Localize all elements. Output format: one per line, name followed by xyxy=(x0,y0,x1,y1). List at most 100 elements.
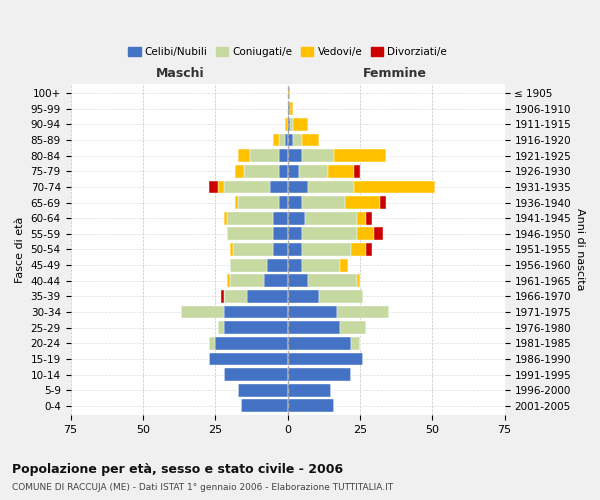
Text: COMUNE DI RACCUJA (ME) - Dati ISTAT 1° gennaio 2006 - Elaborazione TUTTITALIA.IT: COMUNE DI RACCUJA (ME) - Dati ISTAT 1° g… xyxy=(12,482,393,492)
Bar xyxy=(287,352,363,366)
Text: Popolazione per età, sesso e stato civile - 2006: Popolazione per età, sesso e stato civil… xyxy=(12,462,343,475)
Bar xyxy=(230,243,233,256)
Bar xyxy=(287,102,290,115)
Bar xyxy=(302,258,340,272)
Bar xyxy=(224,368,287,381)
Bar xyxy=(230,274,265,287)
Bar xyxy=(235,165,244,177)
Bar xyxy=(224,180,270,194)
Bar xyxy=(290,102,293,115)
Bar xyxy=(287,243,302,256)
Bar xyxy=(235,196,238,209)
Bar xyxy=(244,165,279,177)
Bar xyxy=(238,149,250,162)
Bar xyxy=(181,306,224,318)
Bar xyxy=(287,165,299,177)
Bar xyxy=(299,165,328,177)
Bar xyxy=(308,274,357,287)
Bar xyxy=(224,322,287,334)
Bar xyxy=(265,274,287,287)
Bar xyxy=(287,400,334,412)
Bar xyxy=(209,180,218,194)
Bar xyxy=(230,258,268,272)
Bar xyxy=(227,228,273,240)
Bar xyxy=(227,212,273,224)
Bar xyxy=(287,180,308,194)
Bar xyxy=(293,134,302,146)
Bar xyxy=(209,352,287,366)
Bar xyxy=(218,180,224,194)
Bar xyxy=(279,165,287,177)
Bar xyxy=(238,384,287,396)
Bar xyxy=(287,290,319,303)
Bar xyxy=(357,274,360,287)
Bar xyxy=(215,337,287,349)
Bar xyxy=(238,196,279,209)
Bar xyxy=(287,384,331,396)
Bar xyxy=(287,86,290,100)
Bar xyxy=(366,212,371,224)
Bar xyxy=(351,243,366,256)
Bar xyxy=(273,134,279,146)
Bar xyxy=(305,212,357,224)
Bar xyxy=(287,274,308,287)
Bar xyxy=(247,290,287,303)
Bar xyxy=(290,118,293,131)
Bar xyxy=(279,134,284,146)
Bar xyxy=(224,290,247,303)
Bar xyxy=(354,165,360,177)
Bar xyxy=(302,149,334,162)
Bar xyxy=(268,258,287,272)
Bar xyxy=(287,258,302,272)
Bar xyxy=(270,180,287,194)
Bar xyxy=(279,149,287,162)
Bar xyxy=(357,228,374,240)
Bar xyxy=(287,306,337,318)
Bar xyxy=(287,149,302,162)
Bar xyxy=(284,118,287,131)
Bar xyxy=(319,290,363,303)
Bar xyxy=(287,134,293,146)
Bar xyxy=(287,322,340,334)
Text: Maschi: Maschi xyxy=(156,67,205,80)
Bar xyxy=(334,149,386,162)
Bar xyxy=(287,118,290,131)
Bar xyxy=(354,180,435,194)
Y-axis label: Anni di nascita: Anni di nascita xyxy=(575,208,585,290)
Y-axis label: Fasce di età: Fasce di età xyxy=(15,216,25,282)
Bar xyxy=(293,118,308,131)
Text: Femmine: Femmine xyxy=(362,67,427,80)
Bar xyxy=(279,196,287,209)
Bar xyxy=(218,322,224,334)
Bar xyxy=(302,196,346,209)
Bar xyxy=(241,400,287,412)
Bar xyxy=(380,196,386,209)
Bar xyxy=(302,228,357,240)
Bar xyxy=(233,243,273,256)
Bar xyxy=(374,228,383,240)
Bar xyxy=(340,322,366,334)
Bar xyxy=(227,274,230,287)
Bar xyxy=(273,243,287,256)
Bar xyxy=(284,134,287,146)
Bar xyxy=(357,212,366,224)
Bar xyxy=(273,228,287,240)
Bar xyxy=(302,243,351,256)
Bar xyxy=(287,196,302,209)
Bar xyxy=(337,306,389,318)
Bar xyxy=(250,149,279,162)
Legend: Celibi/Nubili, Coniugati/e, Vedovi/e, Divorziati/e: Celibi/Nubili, Coniugati/e, Vedovi/e, Di… xyxy=(124,42,451,61)
Bar xyxy=(287,337,351,349)
Bar xyxy=(302,134,319,146)
Bar xyxy=(221,290,224,303)
Bar xyxy=(209,337,215,349)
Bar xyxy=(287,228,302,240)
Bar xyxy=(340,258,349,272)
Bar xyxy=(346,196,380,209)
Bar xyxy=(351,337,360,349)
Bar xyxy=(287,368,351,381)
Bar xyxy=(273,212,287,224)
Bar xyxy=(287,212,305,224)
Bar xyxy=(224,212,227,224)
Bar xyxy=(366,243,371,256)
